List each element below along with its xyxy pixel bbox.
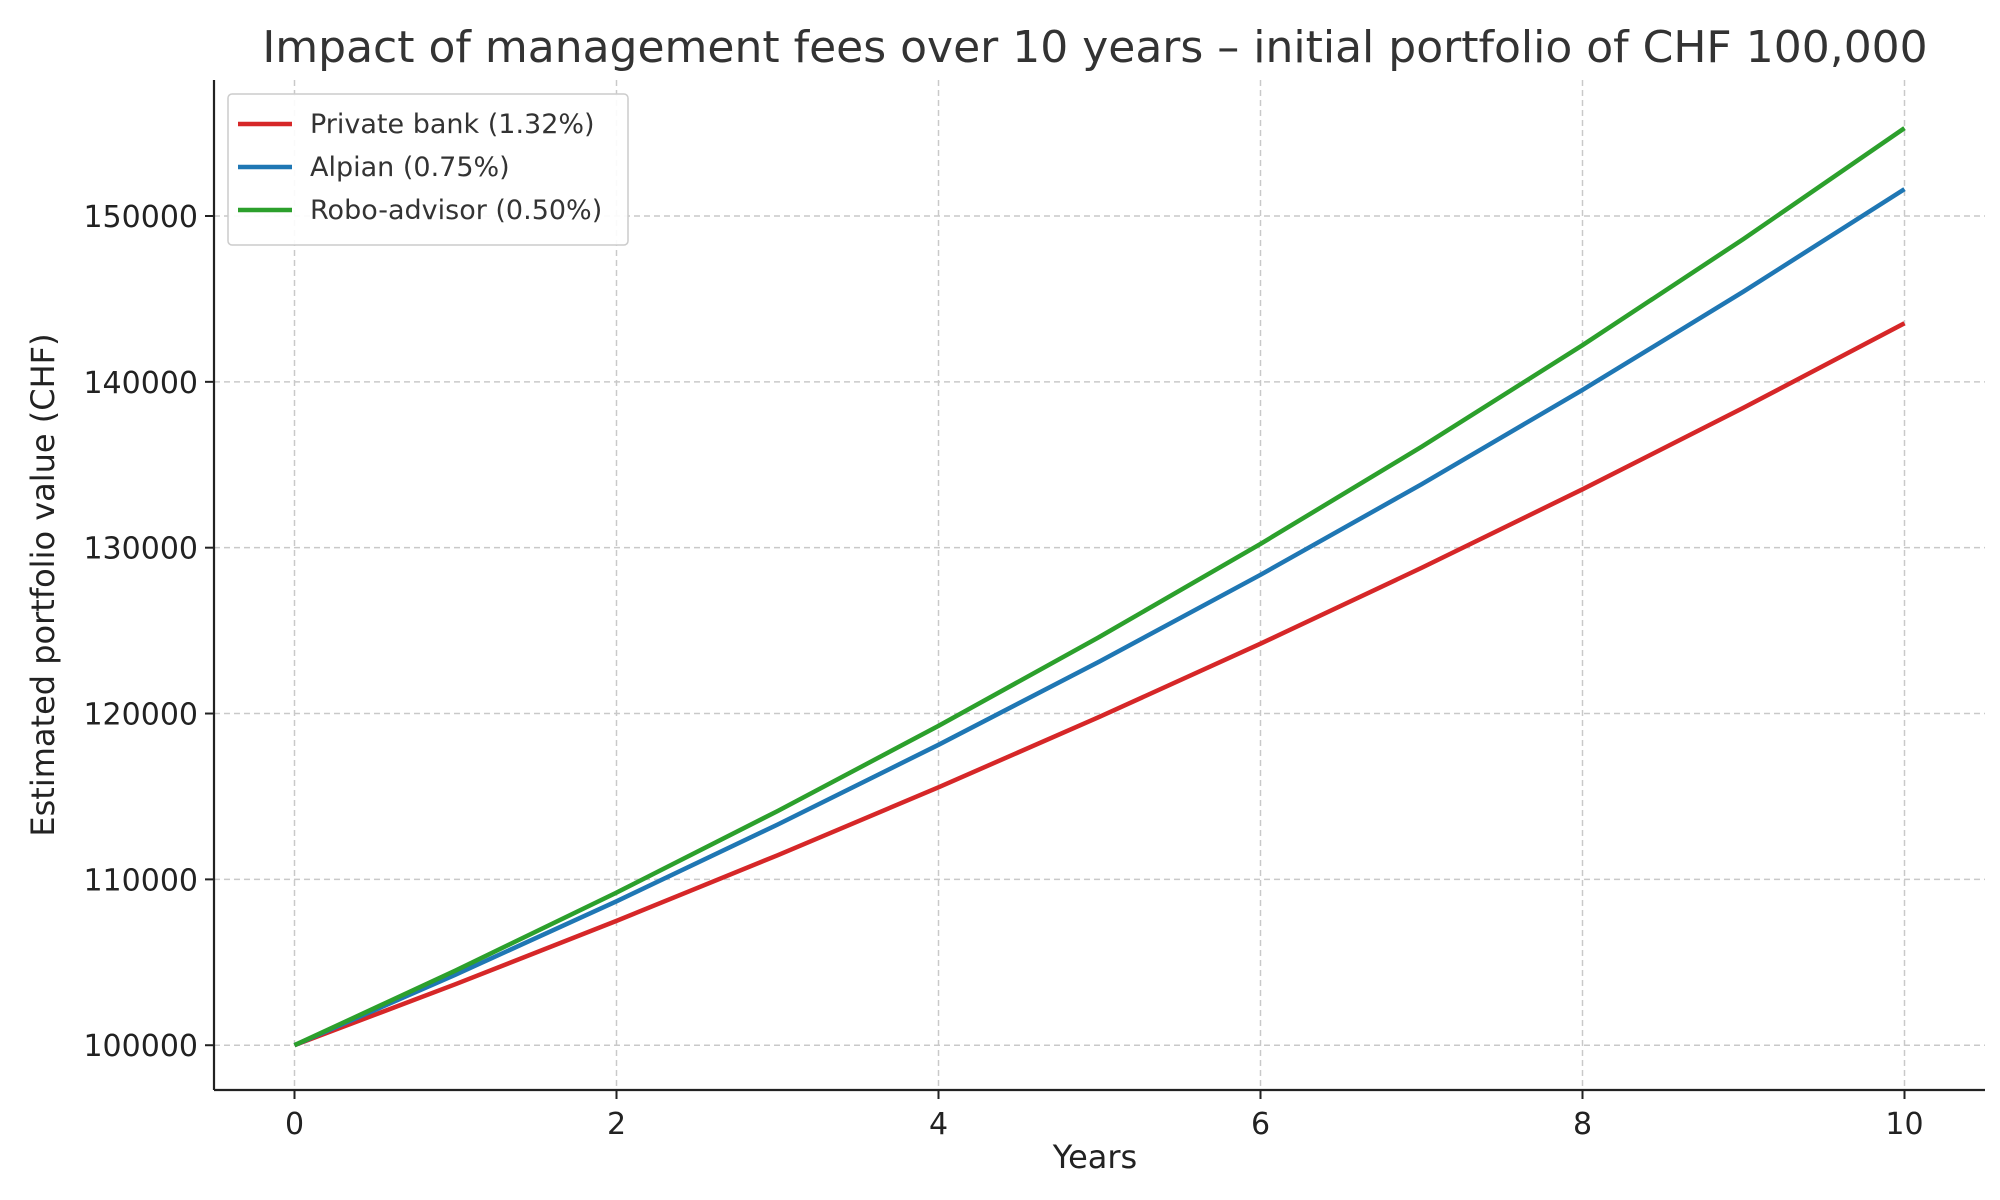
x-tick-label: 4 xyxy=(929,1107,948,1142)
series-lines xyxy=(293,126,1906,1048)
legend-label: Robo-advisor (0.50%) xyxy=(310,195,602,226)
chart-title: Impact of management fees over 10 years … xyxy=(262,22,1927,73)
x-tick-label: 10 xyxy=(1885,1107,1923,1142)
x-tick-label: 0 xyxy=(285,1107,304,1142)
y-axis-label: Estimated portfolio value (CHF) xyxy=(24,333,62,836)
ticks: 0 2 4 6 8 10 100000 110000 120000 130000 140000 150… xyxy=(83,200,1923,1142)
x-tick-label: 2 xyxy=(607,1107,626,1142)
axes xyxy=(212,80,1985,1092)
series-line-1 xyxy=(293,321,1906,1048)
y-tick-label: 120000 xyxy=(83,698,198,733)
legend: Private bank (1.32%) Alpian (0.75%) Robo-a… xyxy=(227,93,629,246)
y-tick-label: 140000 xyxy=(83,366,198,401)
legend-label: Alpian (0.75%) xyxy=(310,152,510,183)
y-tick-label: 110000 xyxy=(83,863,198,898)
y-tick-label: 100000 xyxy=(83,1029,198,1064)
series-line-3 xyxy=(293,126,1906,1048)
x-tick-label: 6 xyxy=(1251,1107,1270,1142)
x-axis-label: Years xyxy=(1052,1138,1137,1176)
x-tick-label: 8 xyxy=(1573,1107,1592,1142)
y-tick-label: 150000 xyxy=(83,200,198,235)
legend-label: Private bank (1.32%) xyxy=(310,109,595,140)
series-line-2 xyxy=(293,187,1906,1048)
legend-box xyxy=(227,93,629,246)
y-tick-label: 130000 xyxy=(83,532,198,567)
